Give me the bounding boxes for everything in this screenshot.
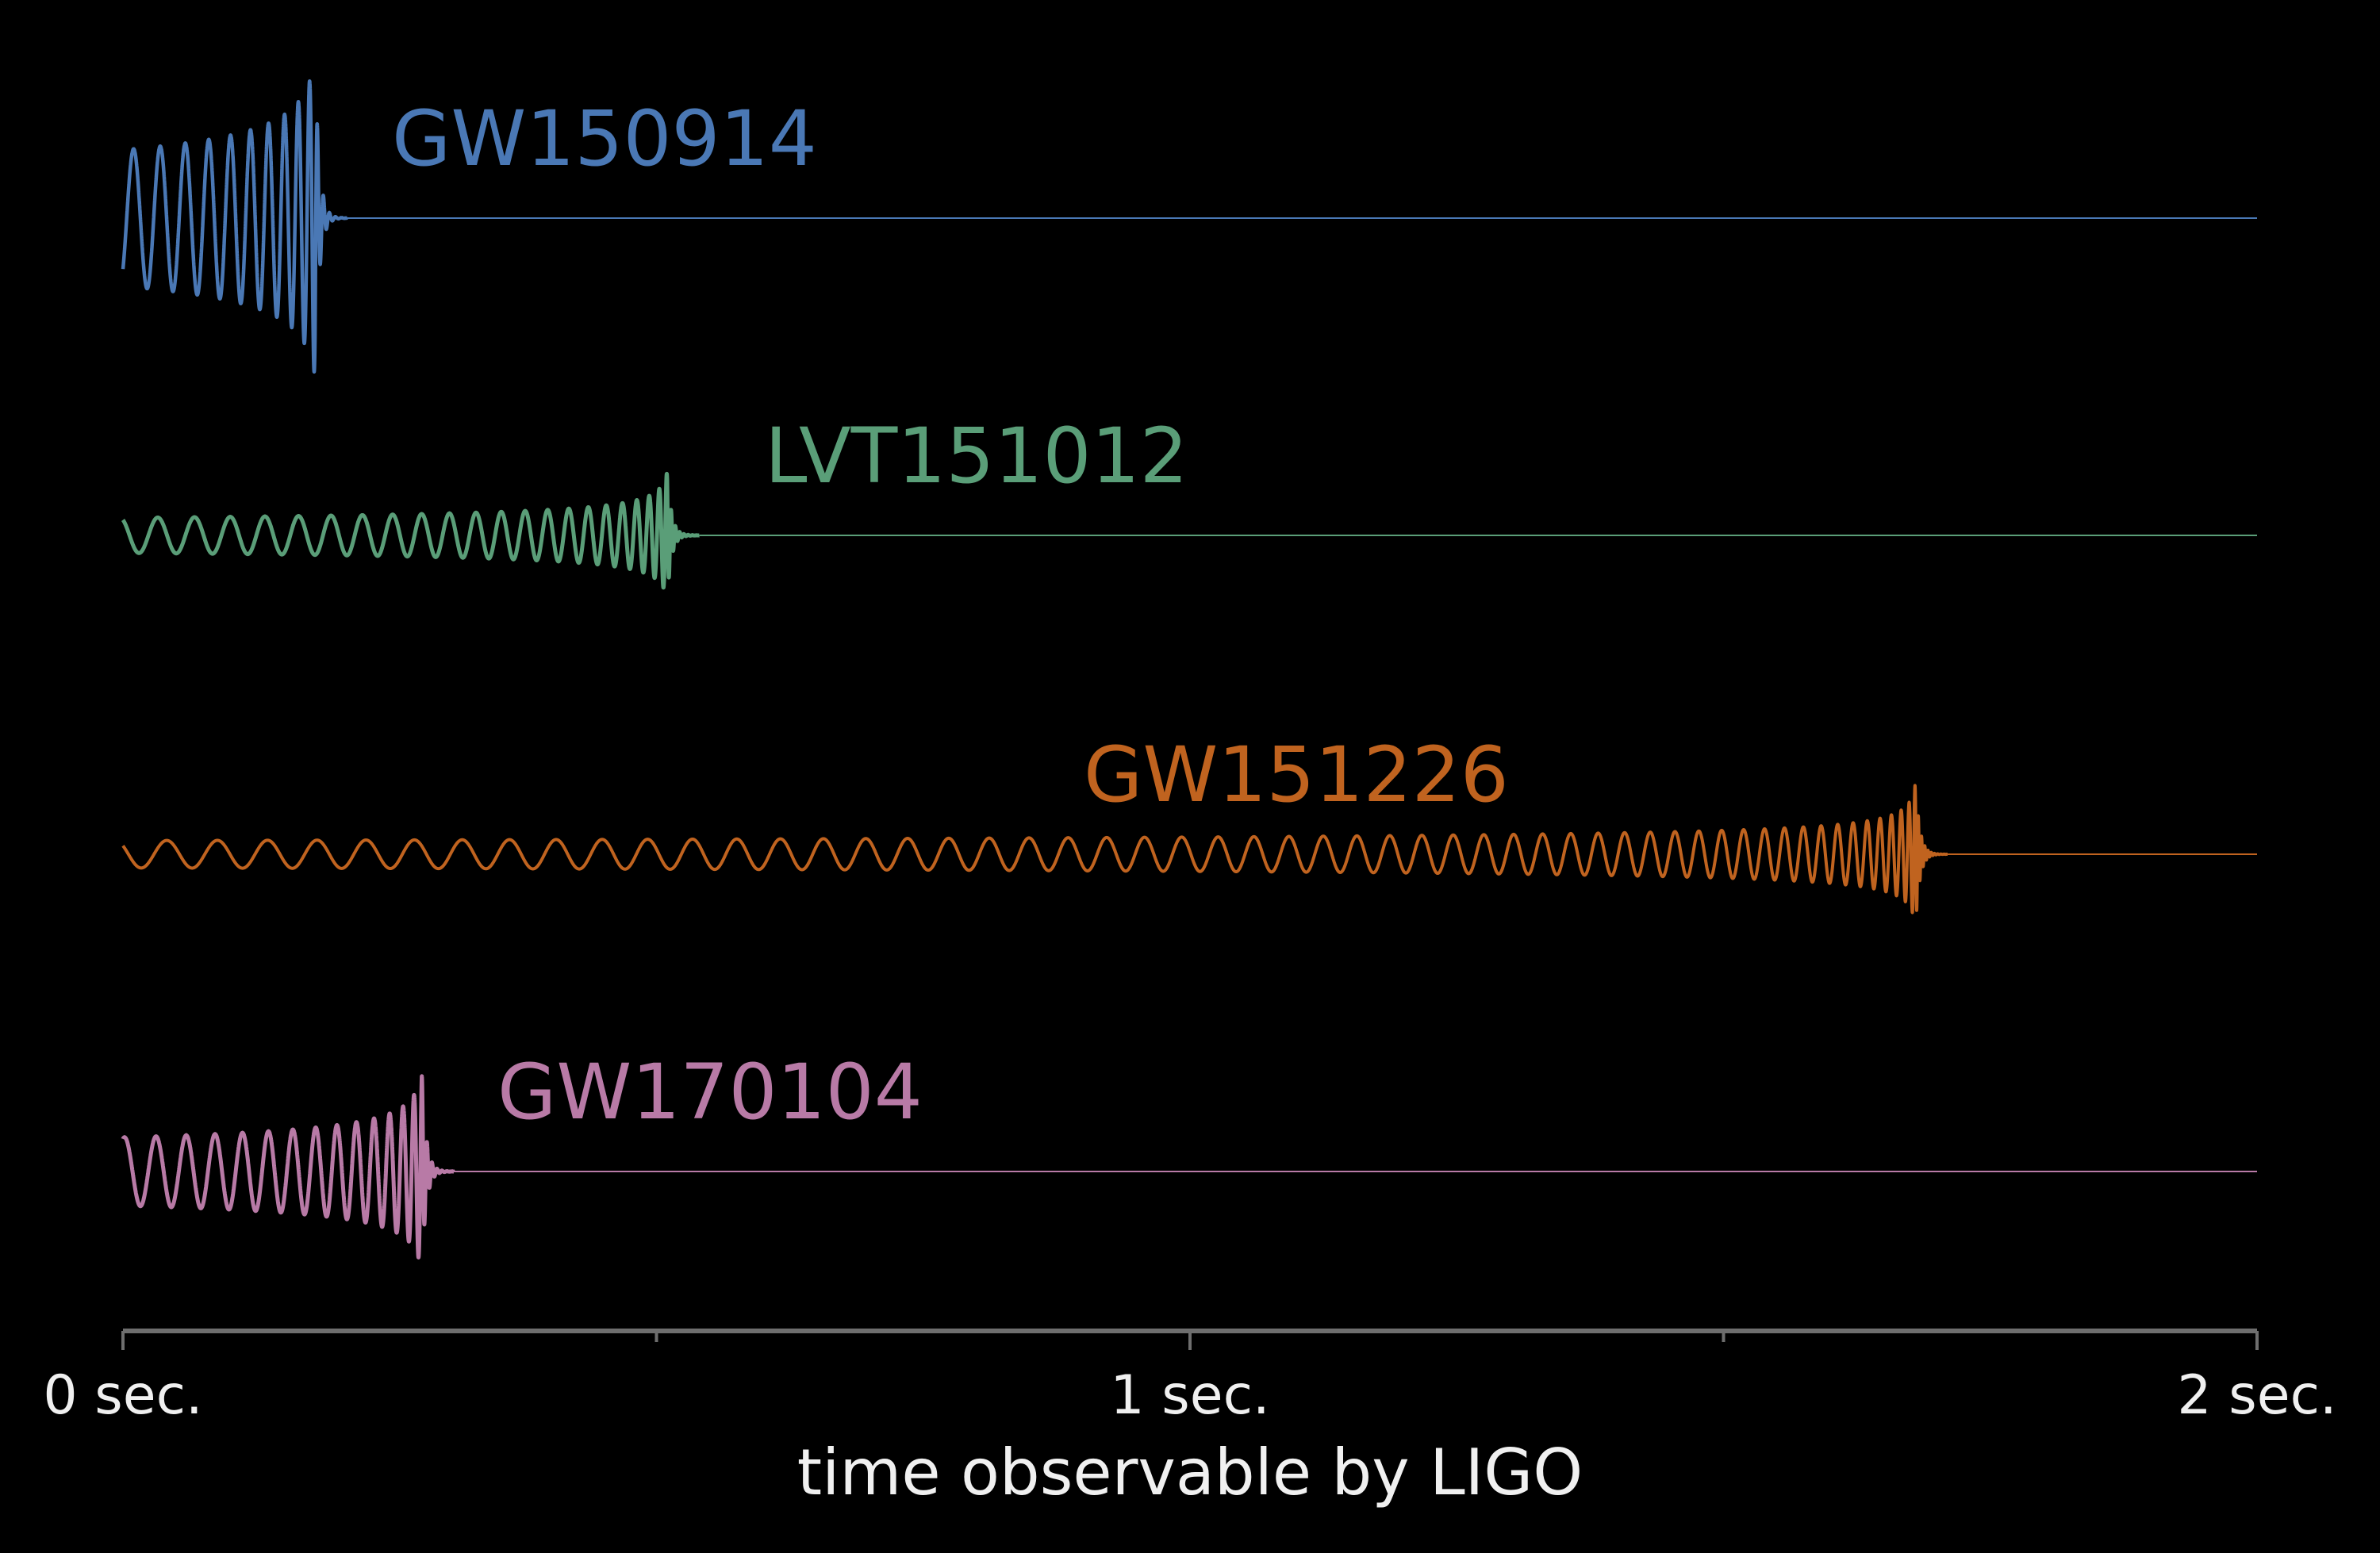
- x-tick-label-2: 2 sec.: [2177, 1364, 2336, 1427]
- x-tick-label-1: 1 sec.: [1110, 1364, 1269, 1427]
- waveform-gw170104: [121, 1074, 456, 1260]
- event-label-gw150914: GW150914: [392, 94, 817, 183]
- waveforms: [121, 79, 2257, 1260]
- event-labels: GW150914 LVT151012 GW151226 GW170104: [392, 94, 1509, 1137]
- event-label-lvt151012: LVT151012: [765, 412, 1188, 500]
- event-label-gw170104: GW170104: [497, 1048, 923, 1137]
- x-axis-title: time observable by LIGO: [797, 1436, 1583, 1509]
- event-label-gw151226: GW151226: [1084, 730, 1509, 819]
- x-axis: 0 sec. 1 sec. 2 sec. time observable by …: [43, 1329, 2337, 1509]
- waveform-gw151226: [121, 784, 1949, 915]
- x-tick-label-0: 0 sec.: [43, 1364, 202, 1427]
- waveform-gw150914: [121, 79, 349, 374]
- waveform-lvt151012: [121, 471, 701, 590]
